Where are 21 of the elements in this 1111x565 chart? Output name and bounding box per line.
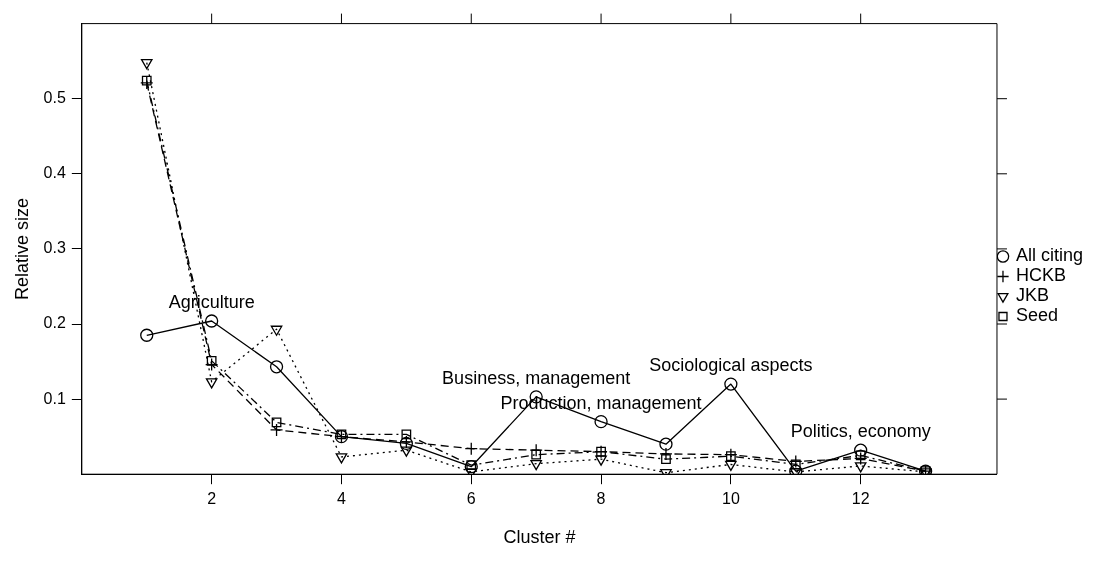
y-tick-label: 0.5 bbox=[43, 89, 66, 107]
legend-label: All citing bbox=[1015, 245, 1084, 266]
x-tick-label: 10 bbox=[721, 490, 740, 508]
x-tick-label: 12 bbox=[851, 490, 870, 508]
annotation: Agriculture bbox=[168, 291, 255, 312]
x-tick-label: 8 bbox=[596, 490, 606, 508]
annotation: Sociological aspects bbox=[649, 355, 813, 376]
y-tick-label: 0.4 bbox=[43, 164, 66, 182]
x-tick-label: 4 bbox=[337, 490, 346, 508]
legend-label: HCKB bbox=[1015, 265, 1066, 286]
y-tick-label: 0.3 bbox=[43, 239, 66, 257]
legend-label: JKB bbox=[1015, 285, 1049, 306]
annotation: Politics, economy bbox=[790, 421, 931, 442]
legend-label: Seed bbox=[1015, 305, 1059, 326]
annotation: Business, management bbox=[442, 367, 631, 388]
x-axis-title: Cluster # bbox=[503, 527, 576, 548]
y-axis-title: Relative size bbox=[11, 197, 32, 300]
y-tick-label: 0.1 bbox=[43, 389, 66, 407]
x-tick-label: 2 bbox=[207, 490, 217, 508]
x-tick-label: 6 bbox=[466, 490, 476, 508]
y-tick-label: 0.2 bbox=[43, 314, 66, 332]
